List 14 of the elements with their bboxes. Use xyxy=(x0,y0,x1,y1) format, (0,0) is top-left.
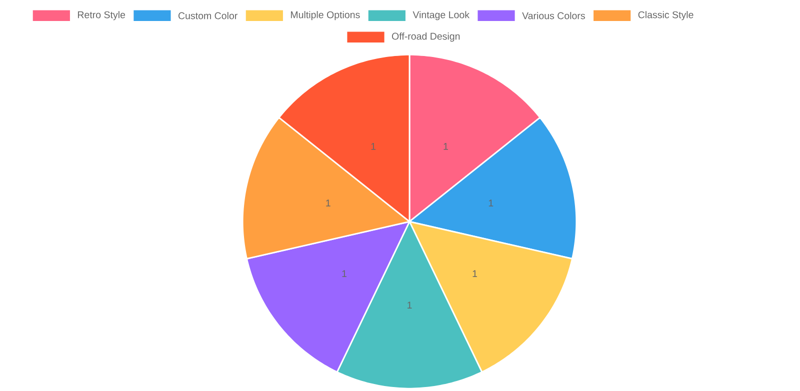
legend-label: Classic Style xyxy=(638,11,694,20)
legend-label: Multiple Options xyxy=(290,11,360,20)
legend-label: Custom Color xyxy=(178,12,238,20)
data-label: 1 xyxy=(488,200,494,207)
data-label: 1 xyxy=(408,302,412,309)
data-label: 1 xyxy=(371,143,376,150)
legend-label: Off-road Design xyxy=(392,32,460,42)
legend-label: Vintage Look xyxy=(412,11,470,20)
data-label: 1 xyxy=(472,270,478,278)
legend-label: Various Colors xyxy=(522,12,585,20)
legend-label: Retro Style xyxy=(78,11,126,20)
data-label: 1 xyxy=(444,143,448,150)
data-label: 1 xyxy=(326,200,330,207)
data-label: 1 xyxy=(342,270,346,278)
